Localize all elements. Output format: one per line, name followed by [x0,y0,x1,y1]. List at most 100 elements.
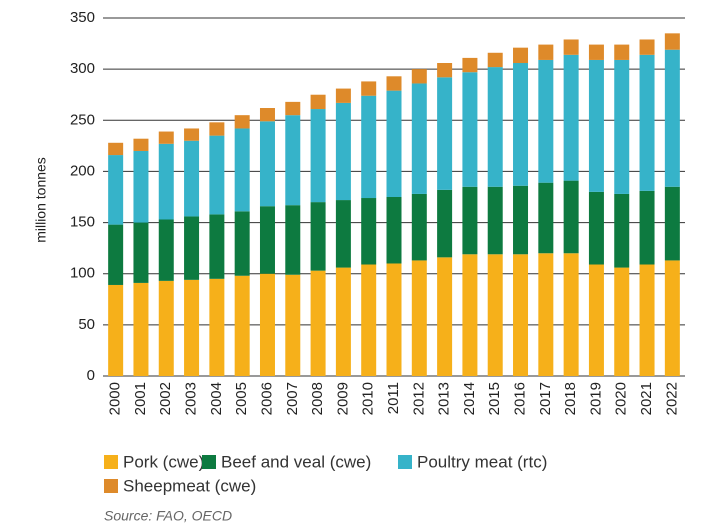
bar-segment [234,211,250,276]
bar-segment [563,253,579,376]
bar-segment [285,115,301,206]
legend-swatch [398,455,412,469]
y-tick-label: 100 [70,265,95,282]
bar-segment [335,102,351,201]
x-tick-label: 2016 [511,382,528,415]
bar-segment [310,94,326,110]
x-tick-label: 2013 [436,382,453,415]
bar-segment [361,81,377,96]
bar-segment [513,185,529,255]
bar-segment [614,267,630,376]
bar-segment [411,193,427,261]
x-tick-label: 2015 [486,382,503,415]
bar-segment [310,202,326,271]
y-tick-label: 250 [70,111,95,128]
bar-segment [285,274,301,376]
y-tick-label: 50 [78,316,95,333]
bar-segment [588,191,604,265]
x-tick-label: 2019 [587,382,604,415]
bar-segment [310,109,326,203]
bar-segment [563,39,579,55]
bar-segment [158,143,174,220]
x-tick-label: 2022 [663,382,680,415]
bar-segment [411,260,427,376]
bar-segment [411,69,427,84]
bar-segment [386,263,402,376]
legend-swatch [104,455,118,469]
bar-segment [259,108,275,122]
bar-segment [462,186,478,255]
x-tick-label: 2012 [410,382,427,415]
bar-segment [335,88,351,103]
bar-segment [664,260,680,376]
bar-segment [437,189,453,258]
x-tick-label: 2010 [360,382,377,415]
bar-segment [361,198,377,265]
bar-segment [209,135,225,215]
bar-segment [209,122,225,136]
bar-segment [133,150,149,223]
y-tick-label: 350 [70,9,95,26]
bar-segment [209,278,225,376]
bar-segment [184,128,200,141]
bar-segment [108,155,124,225]
bar-segment [664,186,680,261]
bar-segment [513,47,529,64]
bar-segment [538,44,554,60]
y-tick-label: 0 [87,367,95,384]
bar-segment [133,282,149,376]
bar-segment [538,253,554,376]
bar-segment [335,200,351,268]
x-tick-label: 2007 [284,382,301,415]
bar-segment [538,182,554,254]
bar-segment [588,44,604,60]
bar-segment [513,63,529,186]
x-tick-label: 2001 [132,382,149,415]
bar-segment [361,264,377,376]
x-tick-label: 2017 [537,382,554,415]
bar-segment [614,193,630,268]
bar-segment [133,222,149,283]
legend-swatch [202,455,216,469]
bar-segment [538,59,554,183]
bar-segment [614,44,630,60]
bar-segment [259,121,275,207]
x-tick-label: 2018 [562,382,579,415]
bar-segment [437,63,453,78]
bar-segment [588,264,604,376]
source: Source: FAO, OECD [104,508,232,524]
bar-segment [462,72,478,187]
bar-segment [487,52,503,68]
bar-segment [234,275,250,376]
x-tick-label: 2020 [613,382,630,415]
bar-segment [259,273,275,376]
bar-segment [133,138,149,151]
x-tick-label: 2000 [107,382,124,415]
bar-segment [184,216,200,280]
bar-segment [563,54,579,181]
bar-segment [108,142,124,156]
x-tick-label: 2009 [334,382,351,415]
y-tick-label: 200 [70,162,95,179]
bar-segment [209,214,225,279]
bar-segment [462,254,478,376]
x-tick-label: 2006 [258,382,275,415]
bar-segment [437,77,453,190]
bar-segment [335,267,351,376]
bar-segment [386,197,402,264]
bar-segment [386,90,402,197]
x-tick-label: 2005 [233,382,250,415]
bar-segment [158,131,174,144]
bar-segment [639,264,655,376]
legend-label: Beef and veal (cwe) [221,452,371,471]
bar-segment [310,270,326,376]
bar-segment [513,254,529,376]
bar-segment [588,59,604,192]
bar-segment [234,115,250,129]
x-tick-label: 2004 [208,382,225,415]
legend-label: Poultry meat (rtc) [417,452,547,471]
bar-segment [664,33,680,50]
bar-segment [184,279,200,376]
bar-segment [639,54,655,191]
bar-segment [285,101,301,116]
